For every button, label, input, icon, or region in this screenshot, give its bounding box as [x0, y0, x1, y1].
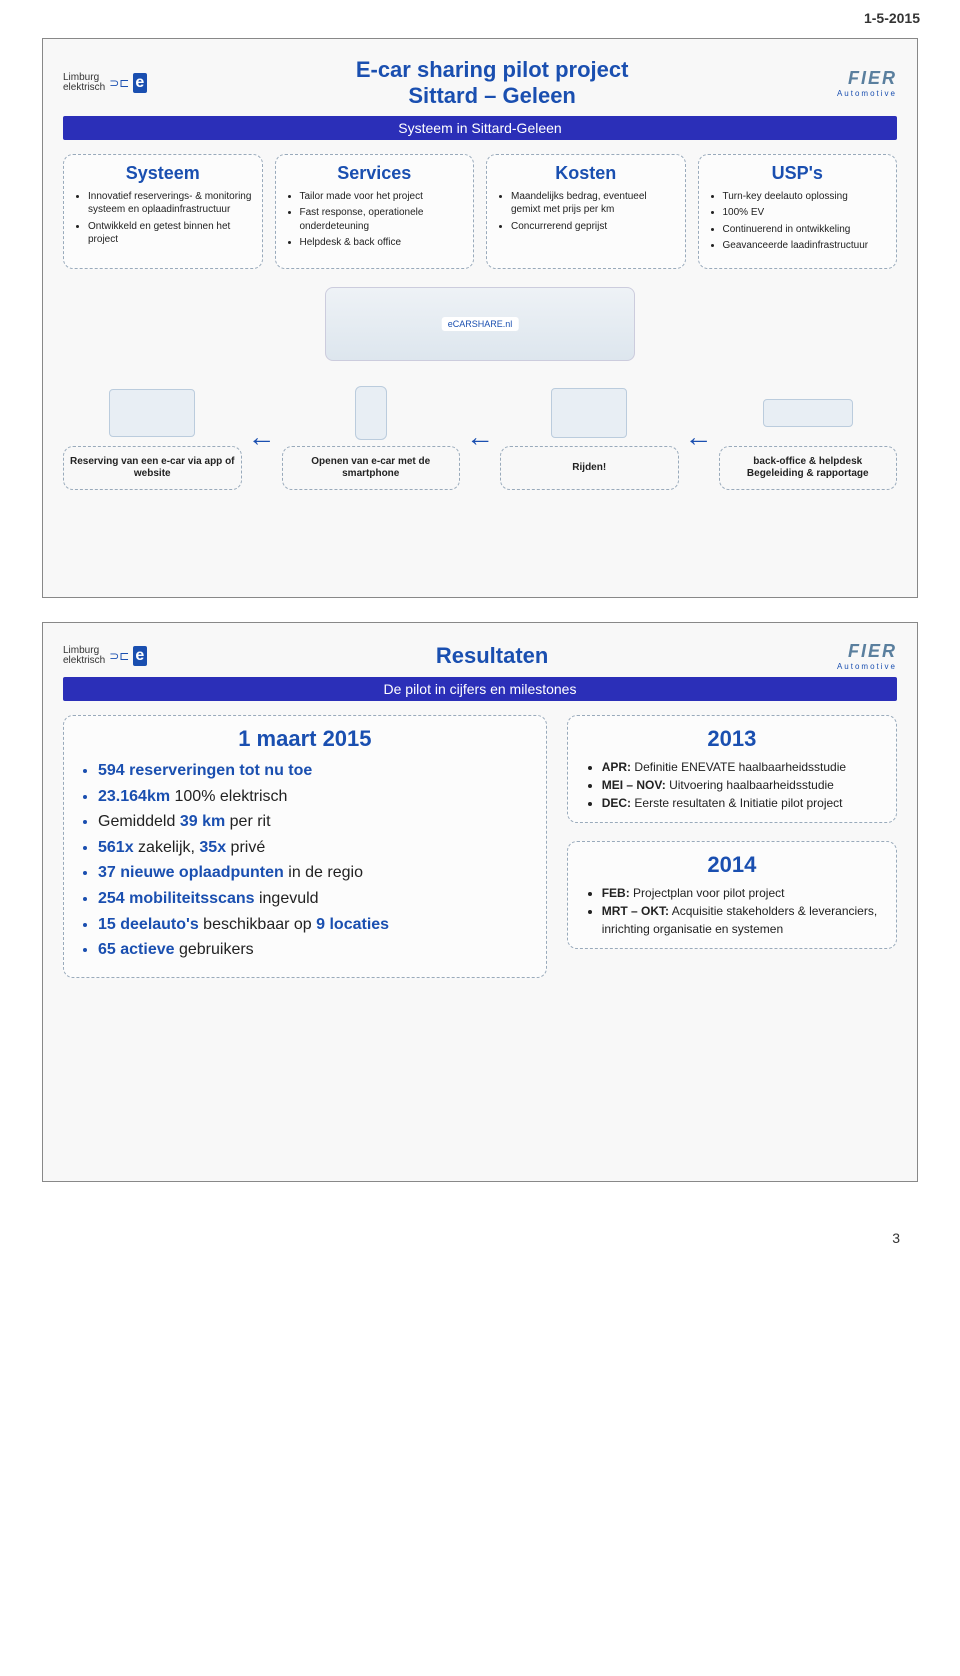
- slide2-header: Limburg elektrisch ⊃⊏ e Resultaten FIER …: [63, 641, 897, 671]
- plug-icon: ⊃⊏: [109, 76, 129, 90]
- logo-fier: FIER Automotive: [837, 68, 897, 98]
- arrow-icon: ←: [685, 421, 713, 453]
- flow-caption-3: Rijden!: [500, 446, 679, 490]
- box-2014: 2014 FEB: Projectplan voor pilot project…: [567, 841, 897, 949]
- list-item: 23.164km 100% elektrisch: [98, 784, 532, 810]
- slide1-title: E-car sharing pilot project Sittard – Ge…: [147, 57, 837, 110]
- slide-1: Limburg elektrisch ⊃⊏ e E-car sharing pi…: [42, 38, 918, 598]
- slide1-header: Limburg elektrisch ⊃⊏ e E-car sharing pi…: [63, 57, 897, 110]
- flow-caption-1: Reserving van een e-car via app of websi…: [63, 446, 242, 490]
- logo-left-line2: elektrisch: [63, 656, 105, 666]
- slide1-title-l2: Sittard – Geleen: [408, 83, 576, 108]
- logo-limburg-elektrisch: Limburg elektrisch ⊃⊏ e: [63, 646, 147, 666]
- flow-step-4: back-office & helpdesk Begeleiding & rap…: [719, 384, 898, 490]
- logo-right-brand: FIER: [837, 641, 897, 662]
- col-usps: USP's Turn-key deelauto oplossing 100% E…: [698, 154, 898, 269]
- col-services: Services Tailor made voor het project Fa…: [275, 154, 475, 269]
- col-services-title: Services: [286, 163, 464, 184]
- list-item: 65 actieve gebruikers: [98, 937, 532, 963]
- box-2014-title: 2014: [582, 852, 882, 878]
- col-systeem: Systeem Innovatief reserverings- & monit…: [63, 154, 263, 269]
- list-item: MEI – NOV: Uitvoering haalbaarheidsstudi…: [602, 776, 882, 794]
- plug-icon: ⊃⊏: [109, 649, 129, 663]
- list-2013: APR: Definitie ENEVATE haalbaarheidsstud…: [582, 758, 882, 812]
- slide1-subhead: Systeem in Sittard-Geleen: [63, 116, 897, 140]
- results-left-box: 1 maart 2015 594 reserveringen tot nu to…: [63, 715, 547, 978]
- list-item: 15 deelauto's beschikbaar op 9 locaties: [98, 912, 532, 938]
- list-item: Geavanceerde laadinfrastructuur: [723, 239, 887, 253]
- website-icon: [109, 389, 195, 437]
- list-item: Ontwikkeld en getest binnen het project: [88, 220, 252, 247]
- slide-2: Limburg elektrisch ⊃⊏ e Resultaten FIER …: [42, 622, 918, 1182]
- e-badge: e: [133, 646, 147, 666]
- list-item: Concurrerend geprijst: [511, 220, 675, 234]
- col-kosten: Kosten Maandelijks bedrag, eventueel gem…: [486, 154, 686, 269]
- page-number: 3: [0, 1206, 960, 1276]
- slide2-subhead: De pilot in cijfers en milestones: [63, 677, 897, 701]
- box-2013: 2013 APR: Definitie ENEVATE haalbaarheid…: [567, 715, 897, 823]
- car-photo-icon: [551, 388, 627, 438]
- flow-row: Reserving van een e-car via app of websi…: [63, 384, 897, 490]
- list-item: APR: Definitie ENEVATE haalbaarheidsstud…: [602, 758, 882, 776]
- helpdesk-icons: [763, 399, 853, 427]
- results-left-title: 1 maart 2015: [78, 726, 532, 752]
- logo-right-sub: Automotive: [837, 662, 897, 671]
- logo-fier: FIER Automotive: [837, 641, 897, 671]
- results-right-col: 2013 APR: Definitie ENEVATE haalbaarheid…: [567, 715, 897, 978]
- e-badge: e: [133, 73, 147, 93]
- logo-limburg-elektrisch: Limburg elektrisch ⊃⊏ e: [63, 73, 147, 93]
- car-image-strip: [63, 287, 897, 366]
- smartphone-icon: [355, 386, 387, 440]
- car-image-placeholder: [325, 287, 635, 361]
- page-date: 1-5-2015: [0, 0, 960, 38]
- list-item: 254 mobiliteitsscans ingevuld: [98, 886, 532, 912]
- slide1-title-l1: E-car sharing pilot project: [356, 57, 629, 82]
- arrow-icon: ←: [466, 421, 494, 453]
- list-item: Continuerend in ontwikkeling: [723, 223, 887, 237]
- flow-step-2: Openen van e-car met de smartphone: [282, 384, 461, 490]
- list-item: DEC: Eerste resultaten & Initiatie pilot…: [602, 794, 882, 812]
- arrow-icon: ←: [248, 421, 276, 453]
- results-row: 1 maart 2015 594 reserveringen tot nu to…: [63, 715, 897, 978]
- results-left-list: 594 reserveringen tot nu toe23.164km 100…: [78, 758, 532, 963]
- list-2014: FEB: Projectplan voor pilot projectMRT –…: [582, 884, 882, 938]
- list-item: MRT – OKT: Acquisitie stakeholders & lev…: [602, 902, 882, 938]
- list-item: FEB: Projectplan voor pilot project: [602, 884, 882, 902]
- flow-caption-2: Openen van e-car met de smartphone: [282, 446, 461, 490]
- list-item: Turn-key deelauto oplossing: [723, 190, 887, 204]
- flow-step-1: Reserving van een e-car via app of websi…: [63, 384, 242, 490]
- flow-caption-4: back-office & helpdesk Begeleiding & rap…: [719, 446, 898, 490]
- list-item: Maandelijks bedrag, eventueel gemixt met…: [511, 190, 675, 217]
- slide2-title: Resultaten: [147, 643, 837, 669]
- logo-right-brand: FIER: [837, 68, 897, 89]
- list-item: Helpdesk & back office: [300, 236, 464, 250]
- col-systeem-title: Systeem: [74, 163, 252, 184]
- box-2013-title: 2013: [582, 726, 882, 752]
- flow-step-3: Rijden!: [500, 384, 679, 490]
- col-usps-title: USP's: [709, 163, 887, 184]
- list-item: Fast response, operationele onderdeteuni…: [300, 206, 464, 233]
- col-kosten-title: Kosten: [497, 163, 675, 184]
- list-item: 561x zakelijk, 35x privé: [98, 835, 532, 861]
- slide1-columns: Systeem Innovatief reserverings- & monit…: [63, 154, 897, 269]
- logo-right-sub: Automotive: [837, 89, 897, 98]
- list-item: Tailor made voor het project: [300, 190, 464, 204]
- list-item: Gemiddeld 39 km per rit: [98, 809, 532, 835]
- list-item: 594 reserveringen tot nu toe: [98, 758, 532, 784]
- logo-left-line2: elektrisch: [63, 83, 105, 93]
- list-item: 100% EV: [723, 206, 887, 220]
- list-item: Innovatief reserverings- & monitoring sy…: [88, 190, 252, 217]
- list-item: 37 nieuwe oplaadpunten in de regio: [98, 860, 532, 886]
